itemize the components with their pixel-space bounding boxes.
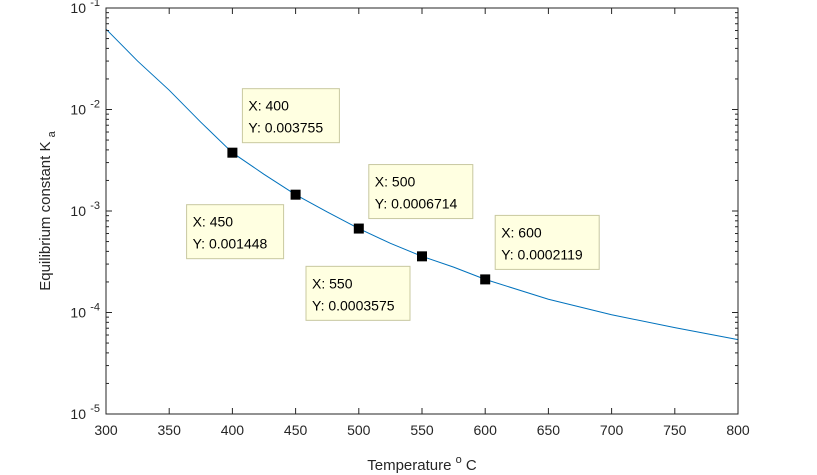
x-tick-label: 450 xyxy=(284,422,308,438)
x-axis-label-degree: o xyxy=(456,454,462,466)
y-tick-label: 10 xyxy=(70,203,86,219)
datatip-x-text: X: 400 xyxy=(248,98,289,114)
datatip-marker[interactable] xyxy=(353,223,364,234)
y-tick-label-exponent: -1 xyxy=(90,0,100,9)
x-tick-label: 700 xyxy=(600,422,624,438)
x-tick-label: 650 xyxy=(537,422,561,438)
datatip-marker[interactable] xyxy=(290,189,301,200)
datatip-marker[interactable] xyxy=(417,251,427,262)
x-tick-label: 600 xyxy=(474,422,498,438)
datatip-x-text: X: 500 xyxy=(375,174,416,190)
datatip-y-text: Y: 0.0003575 xyxy=(312,297,395,313)
datatip-box xyxy=(305,265,411,321)
datatip-marker[interactable] xyxy=(227,147,238,158)
datatip-y-text: Y: 0.003755 xyxy=(248,120,323,136)
x-tick-label: 350 xyxy=(158,422,182,438)
datatip-marker[interactable] xyxy=(480,274,491,285)
datatip-x-text: X: 450 xyxy=(193,214,234,230)
datatip-box xyxy=(241,88,340,144)
datatip-x-text: X: 550 xyxy=(312,275,353,291)
y-tick-label-exponent: -5 xyxy=(90,403,100,415)
y-axis-label: Equilibrium constant K a xyxy=(37,130,58,290)
datatip-y-text: Y: 0.0006714 xyxy=(375,196,458,212)
datatip-box xyxy=(494,214,600,270)
y-tick-label-base: 10 xyxy=(70,0,86,16)
y-tick-label: 10 xyxy=(70,305,86,321)
x-tick-label: 750 xyxy=(663,422,687,438)
x-axis-label-unit: C xyxy=(466,457,477,474)
datatip-layer: X: 400 Y: 0.003755 X: 450 Y: 0.001448 X: 500… xyxy=(186,88,600,321)
datatip[interactable]: X: 550 Y: 0.0003575 xyxy=(305,265,411,321)
x-tick-label: 300 xyxy=(94,422,118,438)
x-axis-ticks: 300 350 400 450 500 550 600 650 700 750 800 xyxy=(94,8,750,438)
datatip-y-text: Y: 0.001448 xyxy=(193,236,268,252)
datatip[interactable]: X: 500 Y: 0.0006714 xyxy=(368,164,474,220)
y-tick-label-exponent: -4 xyxy=(90,302,100,314)
datatip[interactable]: X: 400 Y: 0.003755 xyxy=(241,88,340,144)
y-axis-ticks: 10 -5 10 -4 10 -3 10 -2 10 -1 xyxy=(70,0,738,422)
y-tick-label-base: 10 xyxy=(70,102,86,118)
x-axis-label: Temperature o C xyxy=(367,450,477,474)
datatip-x-text: X: 600 xyxy=(501,224,542,240)
y-tick-label: 10 xyxy=(70,102,86,118)
x-tick-label: 400 xyxy=(221,422,245,438)
x-axis-label-text: Temperature xyxy=(367,457,451,474)
x-tick-label: 500 xyxy=(347,422,371,438)
x-tick-label: 800 xyxy=(726,422,750,438)
datatip-box xyxy=(368,164,474,220)
datatip-y-text: Y: 0.0002119 xyxy=(501,246,583,262)
y-tick-label-exponent: -3 xyxy=(90,200,100,212)
datatip-box xyxy=(186,204,285,260)
y-axis-label-text: Equilibrium constant K xyxy=(37,142,54,291)
y-tick-label-base: 10 xyxy=(70,305,86,321)
marker-layer xyxy=(227,147,491,285)
y-tick-label: 10 xyxy=(70,0,86,16)
datatip[interactable]: X: 450 Y: 0.001448 xyxy=(186,204,285,260)
y-tick-label: 10 xyxy=(70,406,86,422)
y-axis-label-subscript: a xyxy=(46,130,58,137)
datatip[interactable]: X: 600 Y: 0.0002119 xyxy=(494,214,600,270)
y-tick-label-base: 10 xyxy=(70,203,86,219)
y-tick-label-base: 10 xyxy=(70,406,86,422)
y-tick-label-exponent: -2 xyxy=(90,99,100,111)
x-tick-label: 550 xyxy=(410,422,434,438)
